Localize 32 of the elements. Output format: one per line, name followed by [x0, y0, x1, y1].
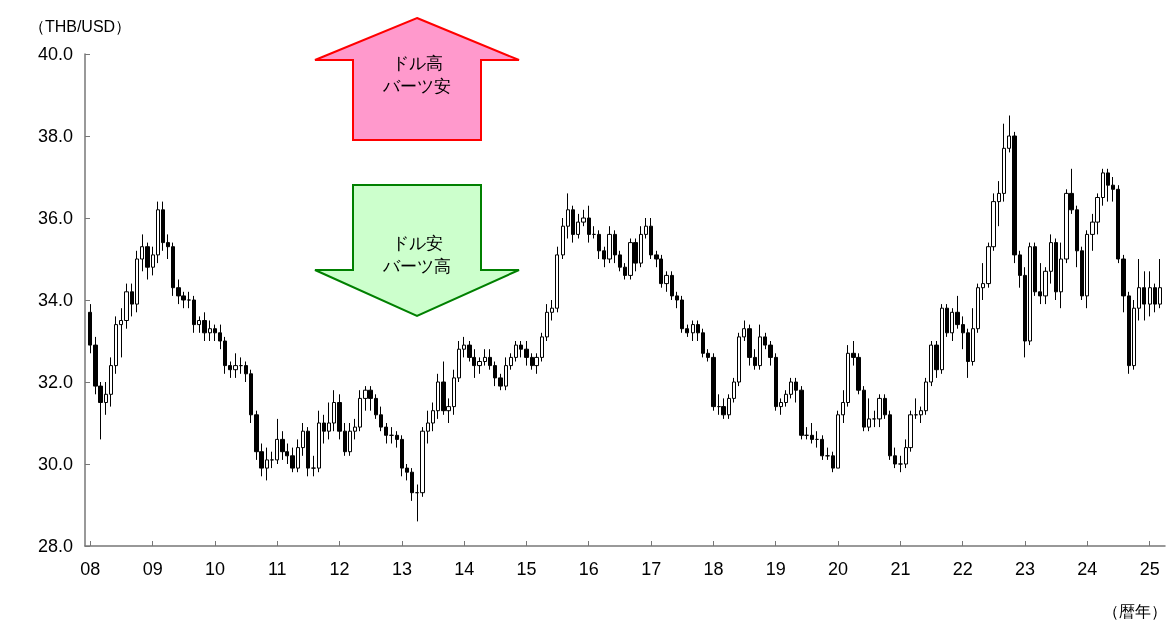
x-tick-label: 25: [1139, 559, 1160, 579]
x-tick-label: 15: [516, 559, 537, 579]
y-tick-label: 36.0: [37, 208, 73, 228]
x-tick-label: 16: [578, 559, 599, 579]
y-axis-title: （THB/USD）: [28, 17, 132, 35]
y-tick-label: 32.0: [37, 372, 73, 392]
x-tick-label: 17: [641, 559, 662, 579]
y-tick-label: 28.0: [37, 536, 73, 556]
x-tick-label: 21: [890, 559, 911, 579]
x-tick-label: 20: [827, 559, 848, 579]
annotation: ドル高: [390, 52, 444, 74]
x-tick-label: 18: [703, 559, 724, 579]
x-tick-label: 19: [765, 559, 786, 579]
x-tick-label: 23: [1014, 559, 1035, 579]
annotation: バーツ高: [382, 255, 452, 277]
x-tick-label: 14: [454, 559, 475, 579]
x-tick-label: 11: [267, 559, 287, 579]
candlestick: [820, 434, 824, 461]
x-tick-label: 13: [391, 559, 412, 579]
x-tick-label: 10: [204, 559, 225, 579]
x-tick-label: 24: [1077, 559, 1098, 579]
y-tick-label: 40.0: [37, 44, 73, 64]
x-axis-title: （暦年）: [1103, 602, 1167, 620]
x-tick-label: 09: [142, 559, 163, 579]
x-tick-label: 12: [329, 559, 350, 579]
y-tick-label: 34.0: [37, 290, 73, 310]
annotation: ドル安: [390, 232, 444, 254]
x-tick-label: 08: [80, 559, 101, 579]
x-tick-label: 22: [952, 559, 973, 579]
y-tick-label: 38.0: [37, 126, 73, 146]
annotation: バーツ安: [382, 75, 452, 97]
y-tick-label: 30.0: [37, 454, 73, 474]
